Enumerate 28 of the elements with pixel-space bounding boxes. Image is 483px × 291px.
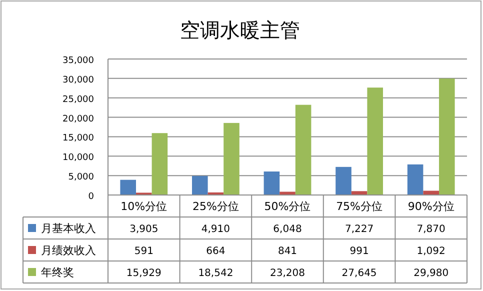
x-tick-label: 25%分位	[192, 200, 239, 213]
bar	[407, 164, 424, 195]
y-tick-label: 30,000	[62, 75, 94, 86]
bar	[439, 78, 455, 195]
y-tick-label: 25,000	[62, 94, 94, 105]
bar	[295, 104, 312, 195]
x-tick-label: 90%分位	[408, 200, 454, 213]
bar	[336, 166, 352, 195]
bar	[224, 122, 240, 195]
y-tick-label: 20,000	[62, 114, 94, 124]
y-tick-label: 35,000	[62, 56, 94, 66]
title: 空调水暖主管	[180, 18, 300, 42]
legend-label: 年终奖	[41, 266, 74, 279]
y-tick-label: 0	[88, 192, 94, 202]
x-tick-label: 75%分位	[336, 200, 383, 213]
y-tick-label: 10,000	[62, 153, 94, 164]
bar	[280, 192, 296, 195]
bar	[120, 180, 136, 195]
x-tick-label: 10%分位	[120, 200, 168, 213]
y-tick-label: 5,000	[68, 172, 94, 183]
bar	[264, 172, 280, 195]
legend-label: 月基本收入	[41, 222, 96, 235]
y-tick-label: 15,000	[62, 134, 94, 144]
bar	[192, 176, 208, 195]
legend-label: 月绩效收入	[41, 244, 96, 257]
x-tick-label: 50%分位	[264, 200, 311, 213]
bar	[367, 88, 383, 195]
bar	[152, 133, 168, 195]
